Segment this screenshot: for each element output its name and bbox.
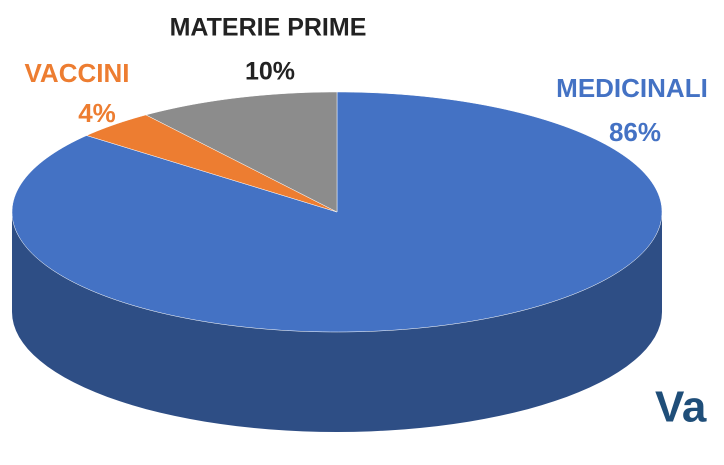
value-label: 10% bbox=[245, 58, 295, 86]
annotation: Va bbox=[655, 383, 707, 432]
category-label: MATERIE PRIME bbox=[170, 14, 367, 42]
slice bbox=[145, 91, 338, 213]
pie bbox=[11, 91, 663, 432]
category-label: MEDICINALI bbox=[556, 73, 708, 103]
slice bbox=[85, 114, 338, 213]
value-label: 4% bbox=[78, 98, 116, 128]
slice-side bbox=[12, 212, 662, 432]
category-label: VACCINI bbox=[25, 58, 130, 88]
value-label: 86% bbox=[609, 117, 661, 147]
